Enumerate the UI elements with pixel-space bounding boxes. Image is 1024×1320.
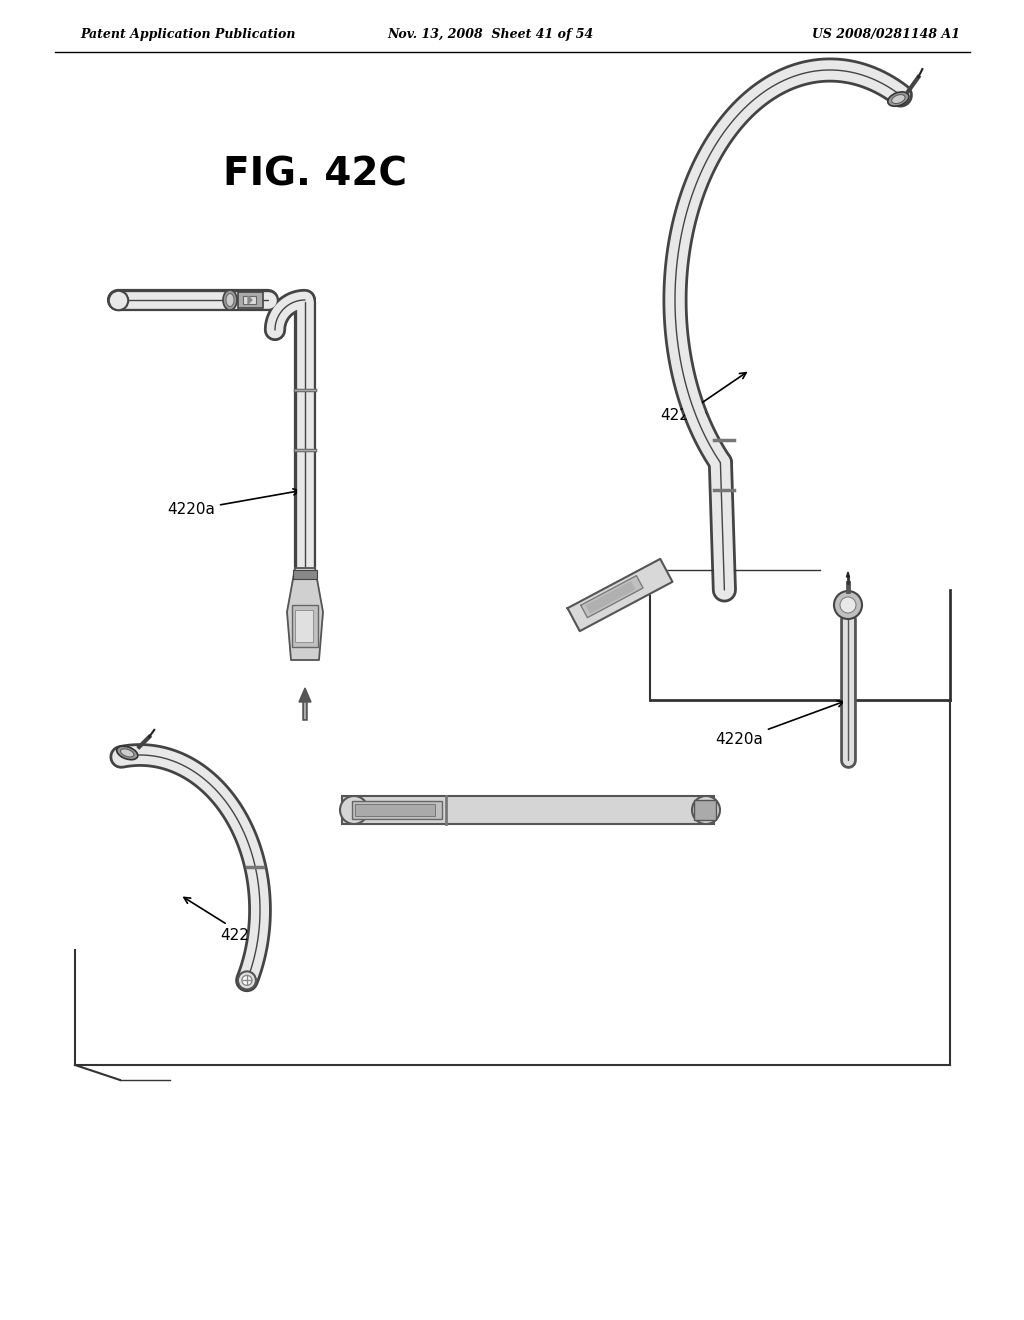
Polygon shape	[299, 688, 311, 702]
Bar	[355, 804, 435, 816]
Bar	[243, 296, 256, 304]
Polygon shape	[587, 582, 635, 612]
Ellipse shape	[226, 293, 234, 306]
Bar	[352, 801, 442, 818]
Ellipse shape	[223, 290, 237, 310]
Circle shape	[242, 975, 252, 985]
Bar	[292, 605, 318, 647]
Bar	[238, 292, 263, 308]
Polygon shape	[847, 572, 850, 577]
Bar	[694, 800, 716, 820]
Text: 4220a: 4220a	[184, 898, 268, 942]
Text: Patent Application Publication: Patent Application Publication	[80, 28, 296, 41]
Ellipse shape	[888, 92, 909, 106]
Polygon shape	[248, 296, 252, 304]
Text: Nov. 13, 2008  Sheet 41 of 54: Nov. 13, 2008 Sheet 41 of 54	[387, 28, 593, 41]
Text: FIG. 42C: FIG. 42C	[223, 156, 407, 194]
Bar	[295, 610, 313, 642]
Bar	[293, 570, 317, 579]
Polygon shape	[581, 576, 643, 618]
Circle shape	[834, 591, 862, 619]
Ellipse shape	[892, 95, 905, 103]
Ellipse shape	[121, 748, 134, 756]
Circle shape	[340, 796, 368, 824]
Bar	[342, 796, 714, 824]
Text: 4220a: 4220a	[660, 372, 746, 422]
Polygon shape	[567, 558, 673, 631]
Circle shape	[238, 972, 256, 990]
Ellipse shape	[117, 746, 138, 760]
Circle shape	[692, 796, 720, 824]
Text: 4220a: 4220a	[715, 701, 844, 747]
Text: US 2008/0281148 A1: US 2008/0281148 A1	[812, 28, 961, 41]
Polygon shape	[287, 568, 323, 660]
Circle shape	[840, 597, 856, 612]
Text: 4220a: 4220a	[167, 488, 299, 517]
